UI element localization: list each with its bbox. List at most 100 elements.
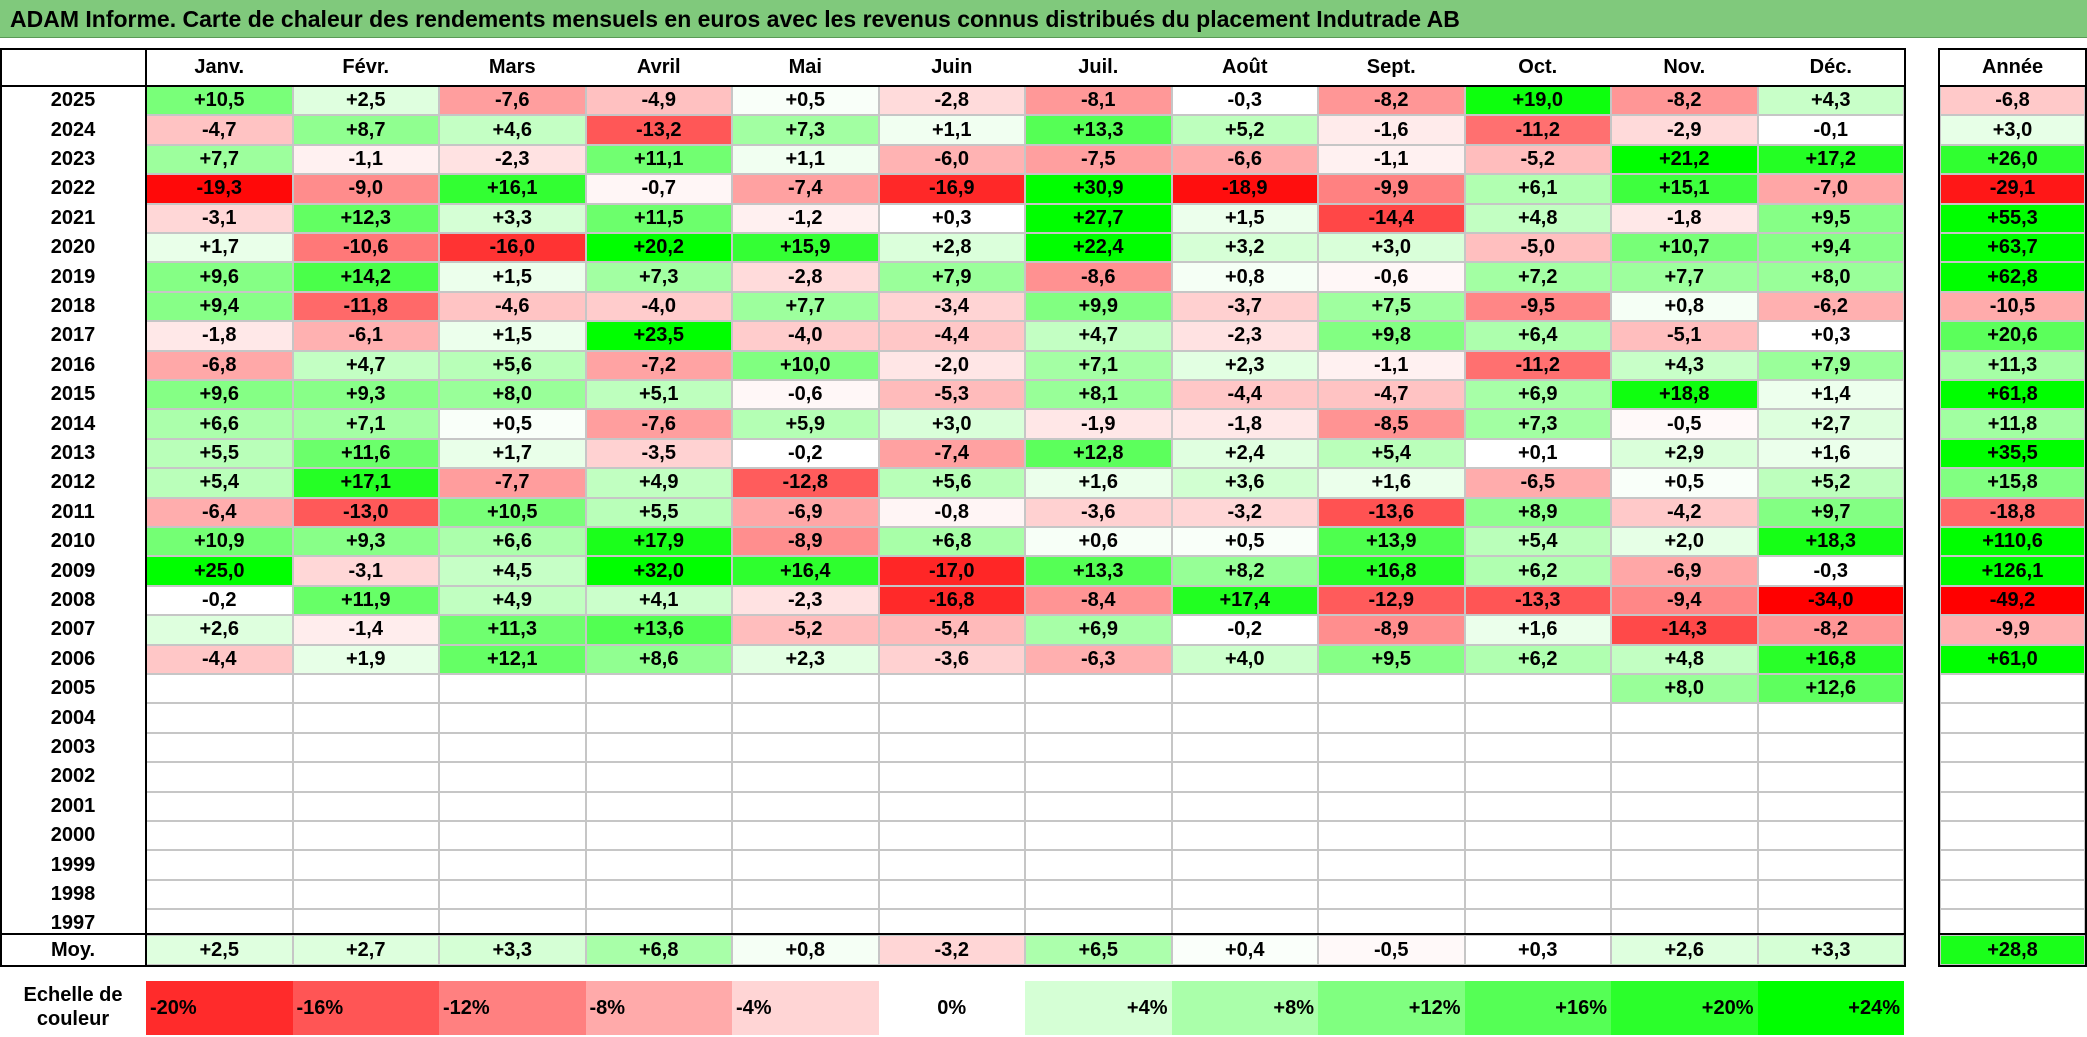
heatmap-cell: -13,3 — [1464, 585, 1611, 616]
heatmap-cell — [1171, 821, 1318, 851]
heatmap-cell: -1,8 — [146, 321, 293, 351]
heatmap-cell: +6,2 — [1464, 556, 1611, 586]
heatmap-cell — [1025, 821, 1172, 851]
annual-cell — [1940, 732, 2085, 763]
heatmap-cell: +5,2 — [1171, 115, 1318, 145]
annual-header: Année — [1981, 55, 2044, 78]
heatmap-cell: -5,2 — [732, 615, 879, 645]
color-scale-step: +16% — [1464, 981, 1611, 1035]
heatmap-cell: +11,3 — [439, 615, 586, 645]
heatmap-cell: -0,6 — [1318, 262, 1465, 292]
heatmap-cell — [439, 791, 586, 821]
average-divider — [0, 933, 1906, 935]
month-header: Juin — [931, 55, 973, 78]
heatmap-cell: +17,2 — [1757, 144, 1904, 175]
heatmap-cell: +1,5 — [1171, 203, 1318, 233]
heatmap-cell: -4,6 — [439, 291, 586, 322]
heatmap-cell — [1757, 850, 1904, 880]
annual-cell: +61,8 — [1940, 380, 2085, 410]
heatmap-cell — [732, 762, 879, 792]
year-label: 2021 — [50, 206, 96, 229]
heatmap-cell — [1757, 762, 1904, 792]
heatmap-cell: -12,8 — [732, 468, 879, 498]
annual-cell — [1940, 791, 2085, 821]
annual-average-divider — [1938, 933, 2087, 935]
heatmap-cell: -7,5 — [1025, 144, 1172, 175]
heatmap-cell: -3,7 — [1171, 291, 1318, 322]
heatmap-cell: +3,0 — [1318, 233, 1465, 263]
color-scale-step: -16% — [292, 981, 439, 1035]
heatmap-cell — [585, 703, 732, 733]
heatmap-cell: -1,1 — [1318, 350, 1465, 380]
heatmap-cell: +4,1 — [585, 585, 732, 616]
heatmap-cell — [1757, 879, 1904, 910]
heatmap-cell: +8,2 — [1171, 556, 1318, 586]
heatmap-cell: -7,0 — [1757, 174, 1904, 204]
year-label: 2006 — [50, 647, 96, 670]
heatmap-cell: +10,9 — [146, 527, 293, 557]
heatmap-cell: +7,1 — [1025, 350, 1172, 380]
heatmap-cell: +5,5 — [146, 438, 293, 469]
heatmap-cell: +8,9 — [1464, 497, 1611, 527]
heatmap-cell — [1025, 762, 1172, 792]
month-header: Mars — [488, 55, 536, 78]
heatmap-cell — [1025, 732, 1172, 763]
heatmap-cell: -3,1 — [146, 203, 293, 233]
year-label: 2013 — [50, 441, 96, 464]
heatmap-cell — [1757, 791, 1904, 821]
annual-cell — [1940, 762, 2085, 792]
heatmap-cell: -0,2 — [1171, 615, 1318, 645]
heatmap-cell: +12,1 — [439, 644, 586, 674]
heatmap-cell — [732, 674, 879, 704]
heatmap-cell — [1757, 732, 1904, 763]
annual-cell: +3,0 — [1940, 115, 2085, 145]
heatmap-cell: -8,2 — [1318, 86, 1465, 116]
heatmap-cell: +7,2 — [1464, 262, 1611, 292]
heatmap-cell: +1,6 — [1025, 468, 1172, 498]
heatmap-cell: -9,9 — [1318, 174, 1465, 204]
annual-cell: -18,8 — [1940, 497, 2085, 527]
heatmap-cell — [1025, 791, 1172, 821]
heatmap-cell: +2,7 — [1757, 409, 1904, 439]
heatmap-cell: +9,4 — [1757, 233, 1904, 263]
heatmap-cell: -0,5 — [1611, 409, 1758, 439]
heatmap-cell: +1,7 — [439, 438, 586, 469]
color-scale-label: Echelle de couleur — [0, 979, 146, 1035]
heatmap-cell — [732, 732, 879, 763]
heatmap-cell — [292, 879, 439, 910]
year-label: 2012 — [50, 471, 96, 494]
year-label: 2000 — [50, 824, 96, 847]
heatmap-cell: -10,6 — [292, 233, 439, 263]
heatmap-cell: +18,3 — [1757, 527, 1904, 557]
average-annual-cell: +28,8 — [1940, 935, 2085, 965]
annual-cell — [1940, 821, 2085, 851]
heatmap-cell: -13,6 — [1318, 497, 1465, 527]
heatmap-cell — [585, 732, 732, 763]
heatmap-cell: +4,8 — [1611, 644, 1758, 674]
heatmap-cell: +2,3 — [732, 644, 879, 674]
heatmap-cell: +8,1 — [1025, 380, 1172, 410]
annual-cell: -10,5 — [1940, 291, 2085, 322]
heatmap-cell: -5,4 — [878, 615, 1025, 645]
heatmap-cell — [878, 821, 1025, 851]
heatmap-cell: -2,8 — [732, 262, 879, 292]
heatmap-cell: +1,1 — [878, 115, 1025, 145]
heatmap-cell: +7,5 — [1318, 291, 1465, 322]
heatmap-cell: -18,9 — [1171, 174, 1318, 204]
heatmap-cell: +5,4 — [1318, 438, 1465, 469]
heatmap-cell — [292, 821, 439, 851]
heatmap-cell: +2,5 — [292, 86, 439, 116]
heatmap-cell: +7,3 — [585, 262, 732, 292]
heatmap-cell: +6,6 — [439, 527, 586, 557]
heatmap-cell: +7,3 — [732, 115, 879, 145]
heatmap-cell — [439, 732, 586, 763]
heatmap-cell — [1171, 850, 1318, 880]
header-divider — [0, 85, 1906, 87]
heatmap-cell: +0,3 — [1757, 321, 1904, 351]
heatmap-cell — [1171, 732, 1318, 763]
color-scale-step: +8% — [1171, 981, 1318, 1035]
year-label: 2008 — [50, 588, 96, 611]
heatmap-cell — [146, 732, 293, 763]
heatmap-cell — [1025, 850, 1172, 880]
heatmap-cell — [439, 850, 586, 880]
